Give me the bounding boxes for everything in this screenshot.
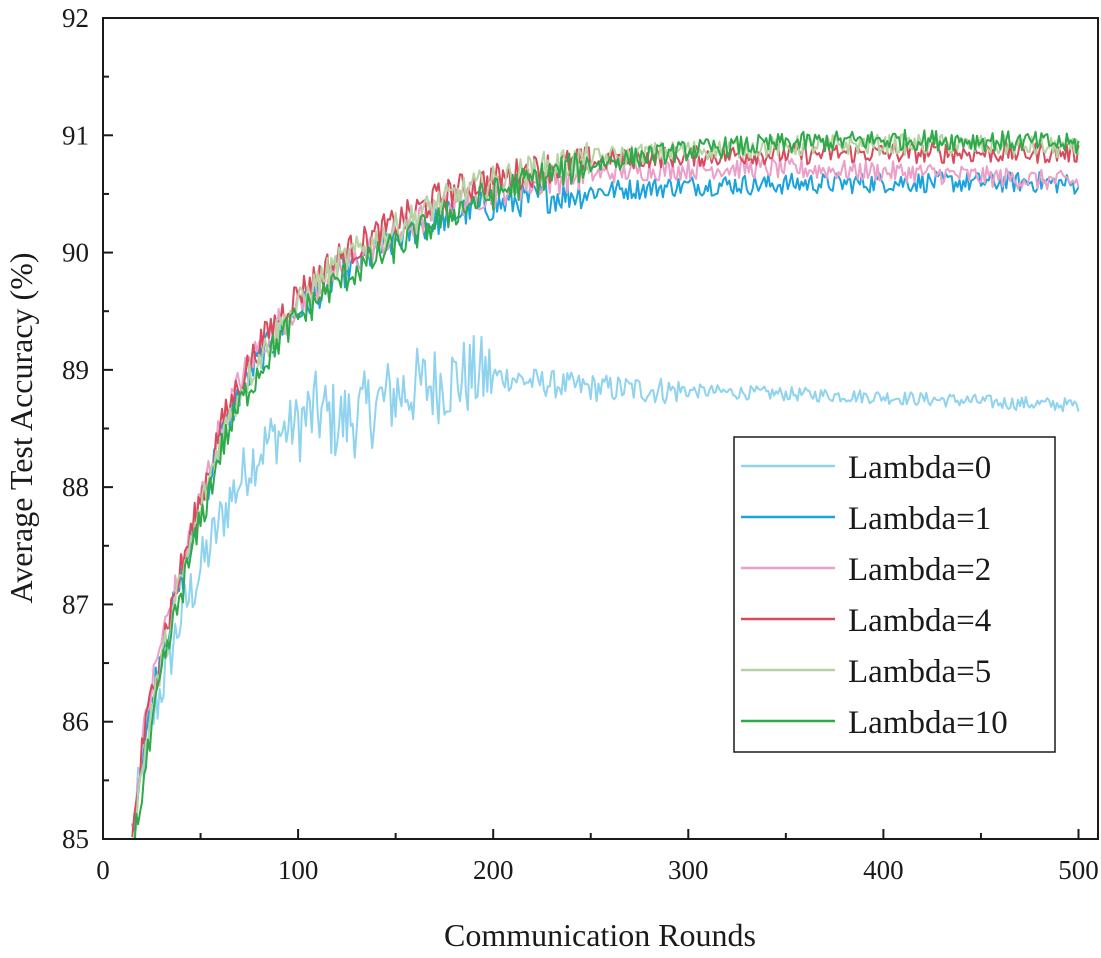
x-tick-label: 400 [863, 855, 904, 885]
y-tick-label: 88 [62, 472, 89, 502]
legend-box [733, 436, 1056, 753]
legend-label: Lambda=10 [848, 705, 1008, 741]
legend-label: Lambda=1 [848, 501, 991, 537]
y-tick-label: 85 [62, 824, 89, 854]
legend: Lambda=0 Lambda=1 Lambda=2 Lambda=4 Lambda=5… [733, 436, 1056, 753]
y-tick-label: 90 [62, 238, 89, 268]
y-tick-label: 89 [62, 355, 89, 385]
ticks-layer: 0 100 200 300 400 500 85 86 87 88 89 90 91 92 [62, 3, 1099, 885]
legend-label: Lambda=2 [848, 552, 991, 588]
series-layer [131, 128, 1080, 839]
series-line-lambda-5 [132, 133, 1080, 839]
x-tick-label: 100 [278, 855, 319, 885]
y-tick-label: 86 [62, 707, 89, 737]
x-tick-label: 0 [96, 855, 110, 885]
legend-label: Lambda=0 [848, 450, 991, 486]
y-tick-label: 87 [62, 589, 89, 619]
x-tick-label: 500 [1058, 855, 1099, 885]
legend-label: Lambda=4 [848, 603, 991, 639]
x-tick-label: 200 [473, 855, 514, 885]
series-line-lambda-10 [134, 128, 1080, 839]
x-tick-label: 300 [668, 855, 709, 885]
series-line-lambda-0 [131, 335, 1080, 838]
x-axis-title: Communication Rounds [444, 917, 756, 953]
y-tick-label: 91 [62, 120, 89, 150]
y-axis-title: Average Test Accuracy (%) [3, 252, 39, 603]
legend-label: Lambda=5 [848, 654, 991, 690]
y-tick-label: 92 [62, 3, 89, 33]
